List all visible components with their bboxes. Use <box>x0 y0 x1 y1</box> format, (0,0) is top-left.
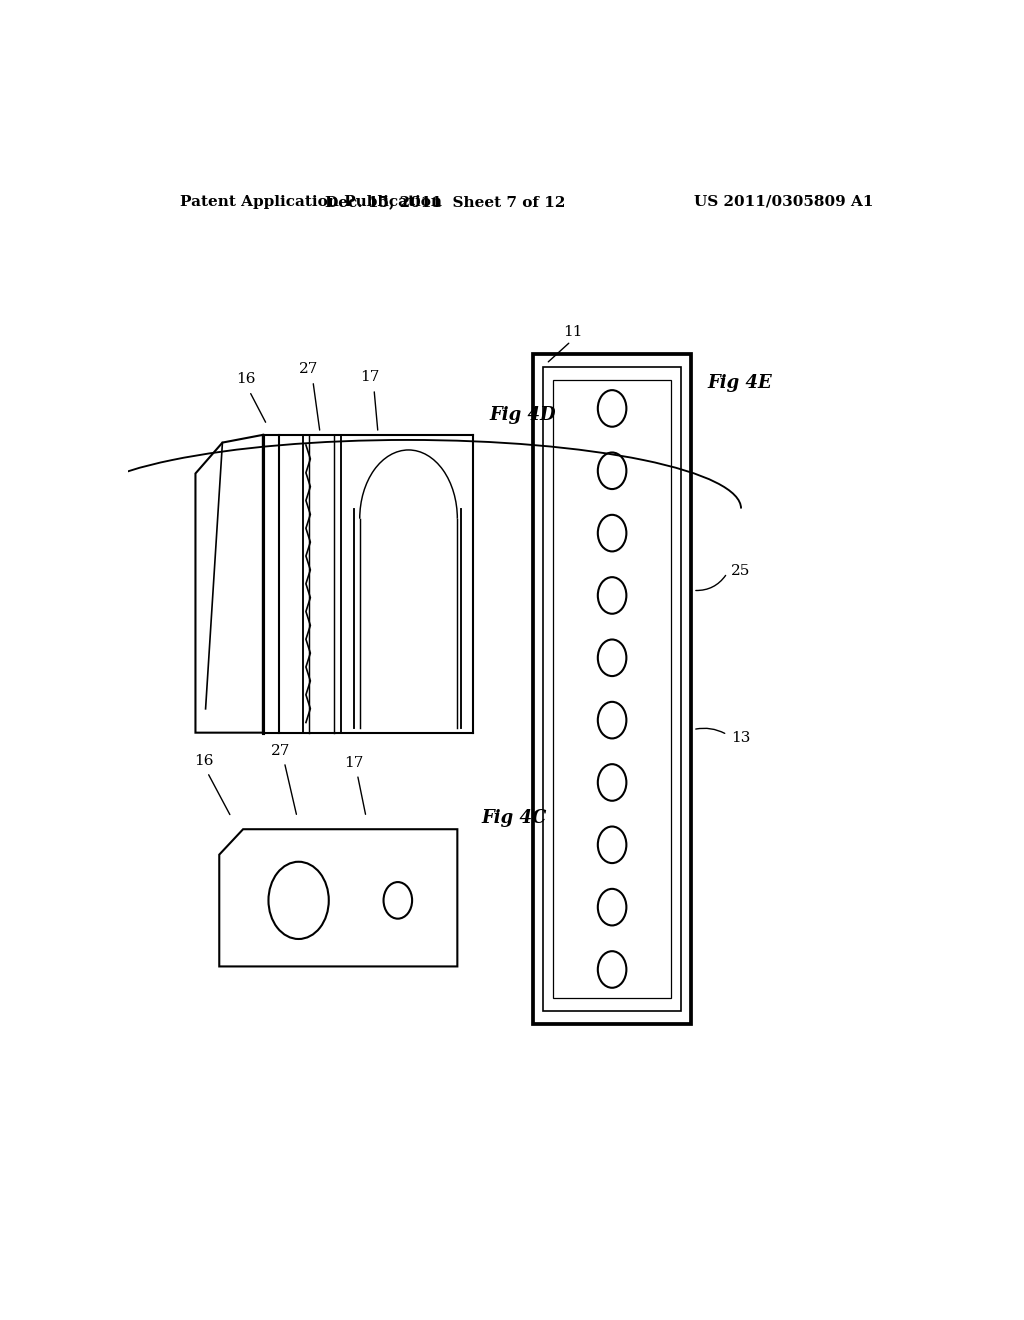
Text: US 2011/0305809 A1: US 2011/0305809 A1 <box>694 195 873 209</box>
Text: 27: 27 <box>299 362 318 376</box>
Bar <box>532 354 691 1024</box>
Text: 16: 16 <box>236 372 255 385</box>
Text: 17: 17 <box>360 370 380 384</box>
Text: 16: 16 <box>194 754 213 768</box>
Text: Dec. 15, 2011  Sheet 7 of 12: Dec. 15, 2011 Sheet 7 of 12 <box>326 195 565 209</box>
Bar <box>543 367 681 1011</box>
Text: Fig 4C: Fig 4C <box>481 809 547 826</box>
Bar <box>553 380 671 998</box>
Text: 25: 25 <box>731 564 751 578</box>
Text: Patent Application Publication: Patent Application Publication <box>179 195 441 209</box>
Text: Fig 4D: Fig 4D <box>489 407 556 425</box>
Text: 11: 11 <box>562 325 583 339</box>
Text: Fig 4E: Fig 4E <box>708 374 772 392</box>
Text: 27: 27 <box>270 744 290 758</box>
Text: 13: 13 <box>731 731 751 744</box>
Text: 17: 17 <box>344 756 364 771</box>
